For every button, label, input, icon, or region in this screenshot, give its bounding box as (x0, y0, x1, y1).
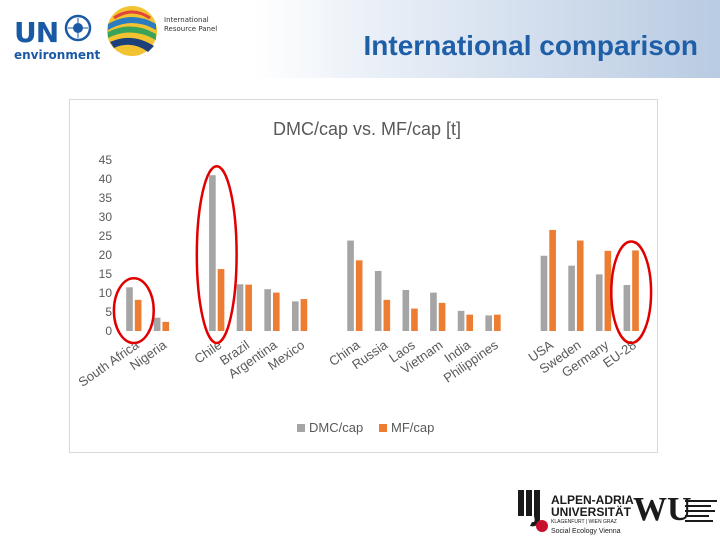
bar-mf (411, 308, 418, 331)
un-emblem-icon (64, 14, 92, 42)
bar-dmc (402, 289, 410, 331)
bar-dmc (236, 284, 244, 331)
y-tick-label: 10 (99, 286, 113, 300)
bar-dmc (430, 292, 437, 331)
bar-dmc (595, 274, 603, 331)
y-tick-label: 30 (99, 210, 113, 224)
y-tick-label: 45 (99, 153, 113, 167)
y-tick-label: 40 (99, 172, 113, 186)
aau-logo: ALPEN-ADRIA UNIVERSITÄT KLAGENFURT | WIE… (518, 490, 634, 535)
bar-dmc (457, 310, 465, 331)
highlight-ellipse (610, 240, 653, 345)
un-logo-text: UN (14, 16, 59, 49)
legend-label: MF/cap (391, 420, 434, 435)
footer-logos: ALPEN-ADRIA UNIVERSITÄT KLAGENFURT | WIE… (518, 490, 717, 535)
highlight-ellipse (195, 164, 238, 345)
chart-legend: DMC/cap MF/cap (297, 420, 434, 435)
bar-mf (438, 302, 446, 331)
chart-frame: DMC/cap vs. MF/cap [t] 0 5 10 15 20 25 30 35 40 4… (69, 99, 658, 453)
bar-mf (134, 299, 142, 331)
bar-mf (549, 229, 556, 331)
y-tick-label: 0 (105, 324, 112, 338)
y-tick-label: 5 (105, 305, 112, 319)
chart-title: DMC/cap vs. MF/cap [t] (273, 119, 461, 139)
bar-mf (466, 314, 474, 331)
irp-logo-text: International Resource Panel (164, 16, 218, 33)
bars-group (126, 175, 639, 331)
aau-line4: Social Ecology Vienna (551, 528, 621, 535)
bar-dmc (485, 315, 493, 331)
highlight-ellipse (112, 277, 155, 345)
slide-title: International comparison (363, 30, 699, 61)
aau-line3: KLAGENFURT | WIEN GRAZ (551, 519, 617, 525)
bar-mf (217, 269, 225, 331)
bar-mf (300, 299, 308, 331)
legend-label: DMC/cap (309, 420, 363, 435)
un-environment-logo: UN environment (4, 6, 104, 66)
bar-dmc (153, 317, 161, 331)
bar-dmc (568, 265, 575, 331)
bar-mf (576, 240, 584, 331)
bar-mf (162, 321, 170, 331)
bar-mf (245, 284, 252, 331)
aau-line2: UNIVERSITÄT (551, 504, 632, 519)
bar-dmc (347, 240, 354, 331)
bar-mf (272, 292, 280, 331)
bar-dmc (291, 301, 299, 331)
bar-mf (604, 250, 612, 331)
bar-dmc (540, 255, 548, 331)
y-tick-label: 35 (99, 191, 113, 205)
chart: DMC/cap vs. MF/cap [t] 0 5 10 15 20 25 30 35 40 4… (76, 119, 653, 435)
bar-dmc (623, 285, 631, 331)
irp-logo-icon (107, 6, 157, 56)
y-tick-label: 15 (99, 267, 113, 281)
y-tick-label: 20 (99, 248, 113, 262)
y-axis-ticks: 0 5 10 15 20 25 30 35 40 45 (99, 153, 113, 338)
bar-mf (632, 250, 639, 331)
bar-mf (494, 314, 501, 331)
bar-dmc (264, 289, 271, 331)
wu-logo-text: WU (633, 491, 692, 528)
legend-swatch (379, 424, 387, 432)
bar-mf (383, 299, 391, 331)
legend-swatch (297, 424, 305, 432)
y-tick-label: 25 (99, 229, 113, 243)
wu-logo: WU (633, 491, 717, 528)
aau-line1: ALPEN-ADRIA (551, 493, 634, 507)
bar-dmc (126, 287, 133, 331)
bar-dmc (374, 270, 382, 331)
bar-mf (355, 260, 363, 331)
bar-dmc (209, 175, 216, 331)
highlight-circles (112, 164, 653, 345)
un-logo-subtext: environment (14, 48, 101, 62)
